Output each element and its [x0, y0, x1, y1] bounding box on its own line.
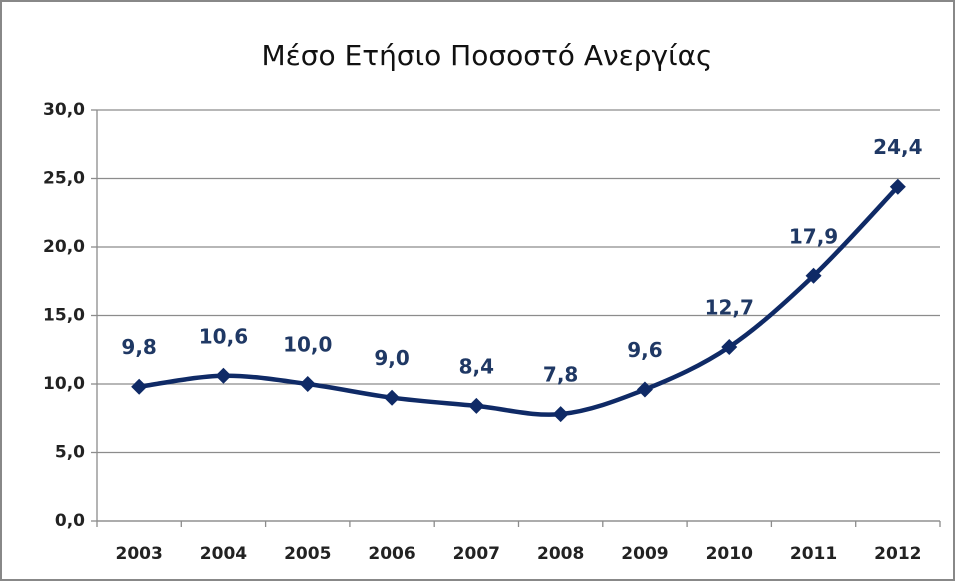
data-label: 24,4 [873, 135, 922, 159]
y-tick-label: 0,0 [55, 511, 85, 531]
x-tick-label: 2004 [200, 544, 247, 564]
x-tick-label: 2010 [706, 544, 753, 564]
data-label: 9,6 [627, 338, 662, 362]
x-tick-label: 2006 [368, 544, 415, 564]
marker [215, 367, 232, 384]
marker [805, 267, 822, 284]
marker [299, 376, 316, 392]
x-tick-label: 2003 [115, 544, 162, 564]
marker [552, 406, 569, 423]
marker [636, 381, 653, 398]
y-tick-label: 5,0 [55, 443, 85, 463]
data-label: 12,7 [705, 296, 754, 320]
chart-title: Μέσο Ετήσιο Ποσοστό Ανεργίας [262, 39, 713, 72]
data-label: 9,0 [374, 346, 409, 370]
x-tick-label: 2012 [874, 544, 921, 564]
y-tick-label: 25,0 [43, 169, 85, 189]
x-tick-label: 2008 [537, 544, 584, 564]
x-tick-label: 2009 [621, 544, 668, 564]
x-tick-label: 2011 [790, 544, 837, 564]
y-tick-label: 30,0 [43, 100, 85, 120]
marker [131, 378, 148, 395]
data-label: 17,9 [789, 224, 838, 248]
x-tick-label: 2007 [453, 544, 500, 564]
y-tick-label: 10,0 [43, 374, 85, 394]
y-tick-label: 15,0 [43, 306, 85, 326]
data-label: 10,0 [283, 333, 332, 357]
marker [889, 178, 906, 195]
marker [721, 339, 738, 356]
line [138, 185, 900, 417]
data-label: 7,8 [543, 363, 578, 387]
y-tick-label: 20,0 [43, 237, 85, 257]
data-label: 9,8 [121, 335, 156, 359]
data-label: 8,4 [459, 354, 494, 378]
marker [384, 389, 401, 406]
data-label: 10,6 [199, 324, 248, 348]
marker [468, 397, 485, 414]
x-tick-label: 2005 [284, 544, 331, 564]
